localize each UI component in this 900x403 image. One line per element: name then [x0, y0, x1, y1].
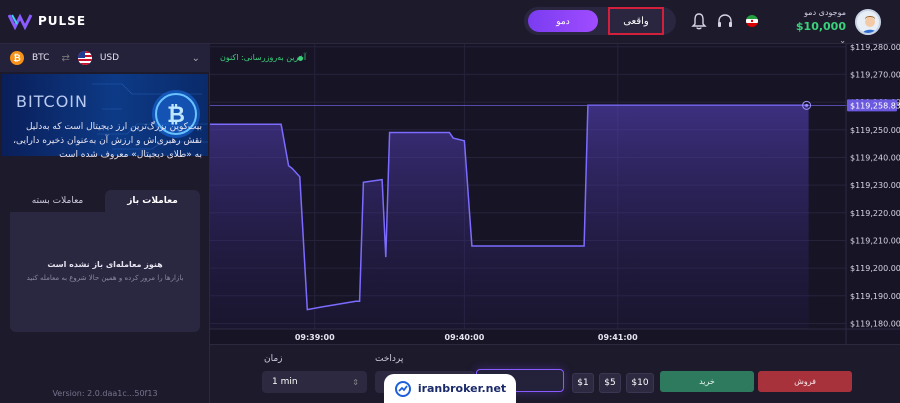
bitcoin-logo-icon: ₿	[152, 90, 200, 138]
watermark: iranbroker.net	[384, 374, 516, 403]
iran-flag-icon[interactable]	[745, 14, 759, 28]
us-flag-icon	[77, 51, 92, 65]
empty-state-subtitle: بازارها را مرور کرده و همین حالا شروع به…	[26, 274, 184, 282]
bitcoin-coin-icon: ₿	[10, 51, 24, 65]
chart-canvas[interactable]: $119,280.00$119,270.00$119,260.00$119,25…	[210, 44, 900, 344]
asset-description: بیت‌کوین بزرگ‌ترین ارز دیجیتال است که به…	[13, 122, 202, 160]
account-mode-switch: دمو واقعی	[524, 7, 676, 35]
svg-text:₿: ₿	[167, 103, 185, 128]
chevron-down-icon: ⌄	[191, 52, 200, 64]
avatar[interactable]	[855, 9, 881, 35]
trades-tabs: معاملات بسته معاملات باز	[10, 190, 200, 212]
balance-block[interactable]: موجودی دمو $10,000 ⌄	[790, 8, 846, 46]
y-tick-label: $119,180.00	[850, 319, 900, 328]
logo[interactable]: PULSE	[8, 12, 86, 30]
real-mode-button[interactable]: واقعی	[608, 7, 664, 35]
empty-state-title: هنوز معامله‌ای باز نشده است	[47, 260, 163, 269]
y-tick-label: $119,190.00	[850, 292, 900, 301]
y-tick-label: $119,220.00	[850, 209, 900, 218]
y-tick-label: $119,270.00	[850, 70, 900, 79]
asset-banner: BITCOIN ₿	[2, 74, 208, 156]
y-tick-label: $119,250.00	[850, 126, 900, 135]
asset-pair-selector[interactable]: ₿ BTC ⇄ USD ⌄	[0, 44, 210, 72]
quote-currency: USD	[99, 53, 120, 63]
user-avatar-icon	[862, 16, 878, 33]
sell-button[interactable]: فروش	[758, 371, 852, 392]
time-select[interactable]: 1 min ⇕	[262, 371, 367, 393]
y-tick-label: $119,210.00	[850, 236, 900, 245]
headset-icon[interactable]	[716, 12, 734, 30]
live-update-label: آخرین به‌روزرسانی: اکنون	[220, 53, 307, 62]
preset-1-button[interactable]: $1	[572, 373, 594, 393]
top-header: PULSE دمو واقعی موجودی دمو $10,000 ⌄	[0, 0, 900, 46]
x-tick-label: 09:39:00	[295, 333, 335, 342]
watermark-logo-icon	[394, 380, 411, 397]
banner-title: BITCOIN	[16, 92, 88, 111]
base-currency: BTC	[32, 53, 50, 63]
current-price-label: $119,258.83	[850, 101, 900, 110]
bell-icon[interactable]	[690, 12, 708, 30]
y-tick-label: $119,240.00	[850, 153, 900, 162]
order-panel: زمان 1 min ⇕ پرداخت $1 $5 $10 خرید فروش	[210, 344, 900, 403]
stepper-arrows-icon: ⇕	[352, 377, 359, 387]
watermark-text: iranbroker.net	[417, 382, 507, 395]
current-price-marker	[802, 100, 812, 110]
payout-label: پرداخت	[375, 354, 404, 364]
preset-10-button[interactable]: $10	[626, 373, 654, 393]
chevron-down-icon: ⌄	[839, 36, 846, 45]
price-area	[210, 105, 809, 329]
current-price-badge	[847, 99, 897, 112]
asset-sidebar: ₿ BTC ⇄ USD ⌄ BITCOIN ₿ بیت‌کوین بزرگ‌تر…	[0, 44, 210, 403]
price-chart[interactable]: آخرین به‌روزرسانی: اکنون $119,280.00 $119…	[210, 44, 900, 344]
price-line	[210, 104, 809, 311]
y-tick-label: $119,280.00	[850, 44, 900, 52]
app-version: Version: 2.0.daa1c...50f13	[52, 389, 158, 398]
tab-closed-trades[interactable]: معاملات بسته	[31, 196, 84, 206]
logo-text: PULSE	[38, 14, 87, 28]
live-indicator-dot	[298, 56, 303, 61]
y-tick-label: $119,230.00	[850, 181, 900, 190]
balance-label: موجودی دمو	[804, 8, 846, 17]
demo-mode-button[interactable]: دمو	[528, 10, 598, 32]
time-value: 1 min	[272, 377, 298, 387]
x-tick-label: 09:41:00	[598, 333, 638, 342]
preset-5-button[interactable]: $5	[599, 373, 621, 393]
buy-button[interactable]: خرید	[660, 371, 754, 392]
tab-open-trades[interactable]: معاملات باز	[105, 190, 200, 212]
open-trades-panel: هنوز معامله‌ای باز نشده است بازارها را م…	[10, 212, 200, 332]
balance-value: $10,000 ⌄	[795, 20, 846, 45]
time-label: زمان	[264, 354, 283, 364]
swap-arrows-icon: ⇄	[61, 52, 70, 64]
pulse-logo-icon	[8, 13, 33, 30]
current-price-marker-dot	[805, 103, 809, 107]
y-tick-label: $119,200.00	[850, 264, 900, 273]
x-tick-label: 09:40:00	[445, 333, 485, 342]
